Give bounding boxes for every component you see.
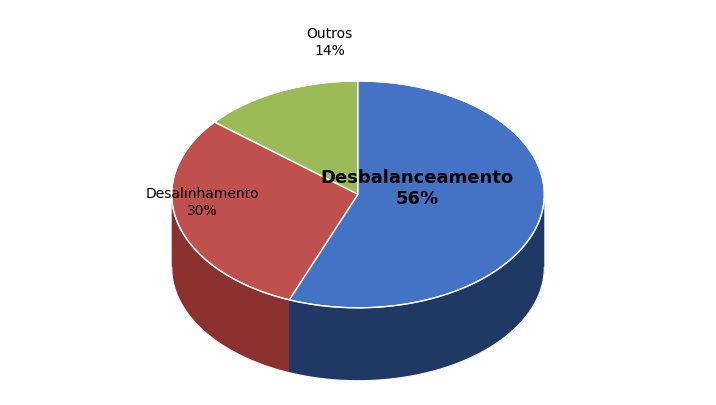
Polygon shape — [172, 194, 289, 373]
Polygon shape — [172, 122, 358, 300]
Text: Desbalanceamento
56%: Desbalanceamento 56% — [320, 169, 513, 208]
Text: Desalinhamento
30%: Desalinhamento 30% — [145, 188, 259, 217]
Polygon shape — [215, 81, 358, 194]
Text: Outros
14%: Outros 14% — [306, 28, 353, 58]
Polygon shape — [289, 81, 544, 308]
Polygon shape — [289, 194, 358, 373]
Polygon shape — [172, 267, 544, 381]
Polygon shape — [289, 194, 544, 381]
